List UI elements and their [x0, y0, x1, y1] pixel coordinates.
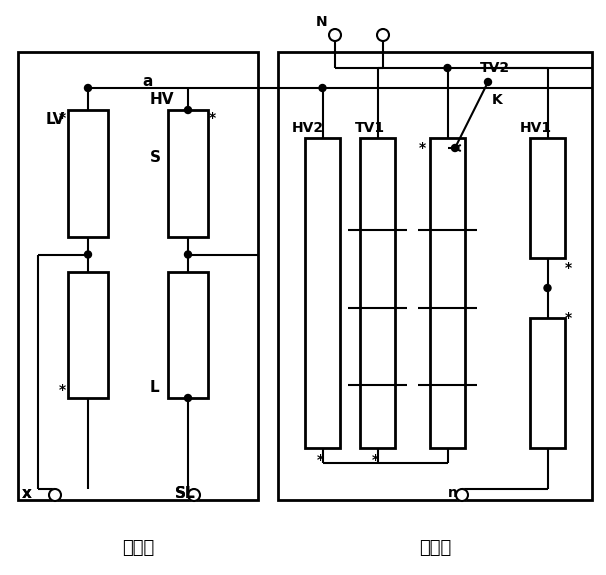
Circle shape [184, 251, 191, 258]
Bar [18, 52, 258, 500]
Text: TV2: TV2 [480, 61, 510, 75]
Bar [168, 272, 208, 398]
Text: S: S [150, 151, 161, 166]
Text: 串联变: 串联变 [122, 539, 154, 557]
Text: LV: LV [46, 113, 65, 128]
Circle shape [184, 106, 191, 113]
Bar [278, 52, 592, 500]
Circle shape [451, 144, 459, 151]
Text: *: * [58, 111, 65, 125]
Text: 励磁变: 励磁变 [419, 539, 451, 557]
Text: TV1: TV1 [355, 121, 385, 135]
Circle shape [544, 285, 551, 292]
Text: *: * [372, 453, 379, 467]
Bar [168, 110, 208, 237]
Circle shape [456, 489, 468, 501]
Text: HV1: HV1 [520, 121, 552, 135]
Text: *: * [317, 453, 324, 467]
Text: HV2: HV2 [292, 121, 324, 135]
Text: x: x [22, 485, 32, 500]
Bar [430, 138, 465, 448]
Circle shape [84, 85, 92, 91]
Text: *: * [58, 383, 65, 397]
Text: *: * [564, 311, 571, 325]
Text: HV: HV [150, 93, 175, 108]
Text: SL: SL [175, 485, 196, 500]
Circle shape [377, 29, 389, 41]
Text: K: K [492, 93, 503, 107]
Circle shape [49, 489, 61, 501]
Text: *: * [418, 141, 425, 155]
Circle shape [444, 64, 451, 71]
Text: n: n [448, 486, 458, 500]
Circle shape [84, 251, 92, 258]
Circle shape [184, 394, 191, 401]
Text: N: N [316, 15, 328, 29]
Text: *: * [564, 261, 571, 275]
Bar [360, 138, 395, 448]
Bar [530, 138, 565, 258]
Circle shape [319, 85, 326, 91]
Bar [530, 318, 565, 448]
Circle shape [329, 29, 341, 41]
Text: L: L [150, 381, 159, 396]
Bar [68, 272, 108, 398]
Text: x: x [22, 485, 32, 500]
Bar [305, 138, 340, 448]
Circle shape [485, 79, 491, 86]
Circle shape [188, 489, 200, 501]
Bar [68, 110, 108, 237]
Text: SL: SL [175, 485, 196, 500]
Text: a: a [143, 75, 153, 90]
Text: *: * [208, 111, 216, 125]
